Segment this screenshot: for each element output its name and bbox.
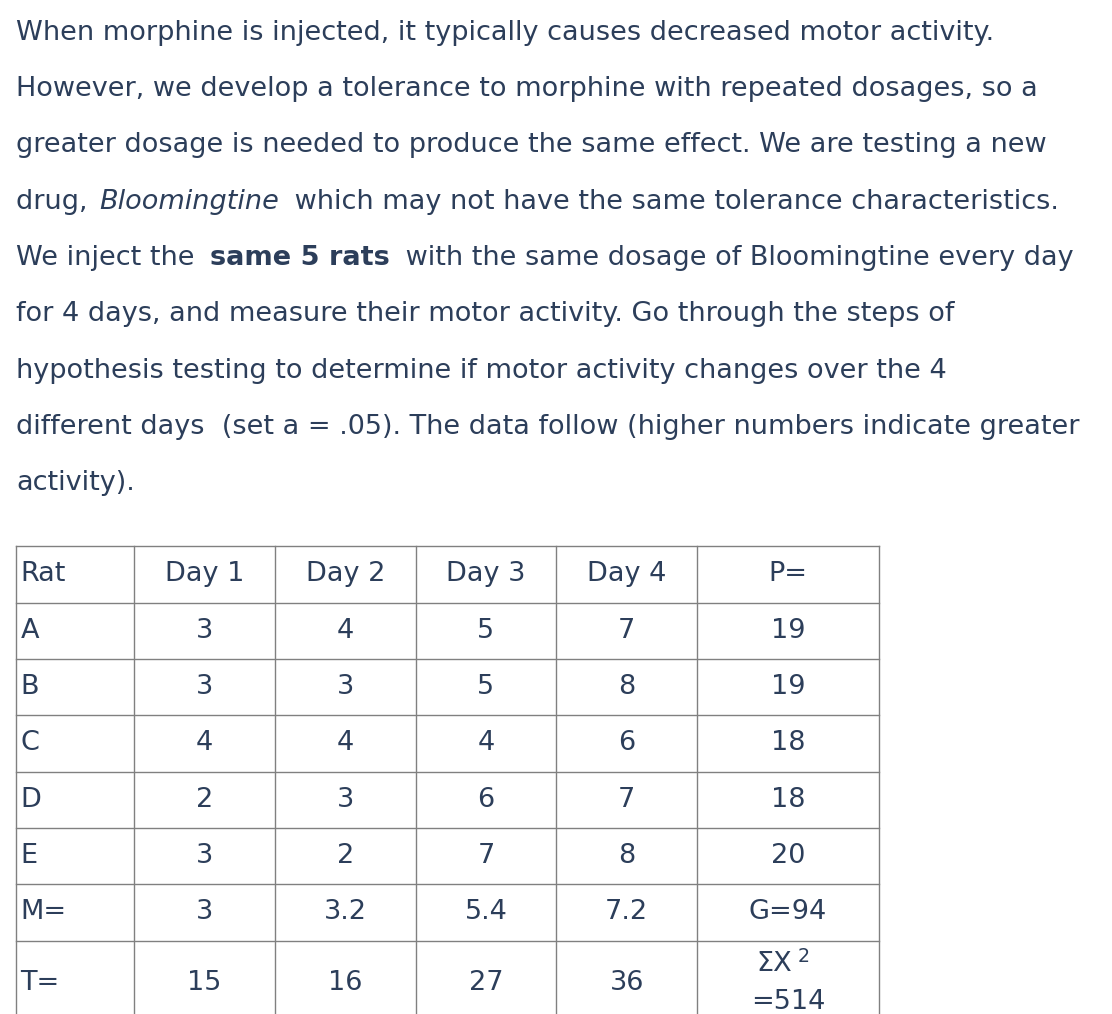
Text: same 5 rats: same 5 rats bbox=[210, 245, 390, 271]
Text: 3: 3 bbox=[337, 674, 354, 700]
Text: 4: 4 bbox=[337, 730, 354, 756]
Text: greater dosage is needed to produce the same effect. We are testing a new: greater dosage is needed to produce the … bbox=[16, 132, 1046, 158]
Text: 3: 3 bbox=[337, 787, 354, 813]
Text: 3: 3 bbox=[196, 899, 214, 926]
Text: A: A bbox=[21, 618, 39, 644]
Text: Day 1: Day 1 bbox=[165, 562, 245, 587]
Text: different days  (set a = .05). The data follow (higher numbers indicate greater: different days (set a = .05). The data f… bbox=[16, 414, 1080, 440]
Text: 16: 16 bbox=[328, 970, 363, 996]
Text: 7: 7 bbox=[477, 843, 495, 869]
Text: 19: 19 bbox=[771, 618, 805, 644]
Text: 2: 2 bbox=[196, 787, 214, 813]
Text: B: B bbox=[21, 674, 39, 700]
Text: 15: 15 bbox=[187, 970, 221, 996]
Text: hypothesis testing to determine if motor activity changes over the 4: hypothesis testing to determine if motor… bbox=[16, 358, 946, 383]
Text: Day 2: Day 2 bbox=[306, 562, 385, 587]
Text: 4: 4 bbox=[477, 730, 495, 756]
Text: which may not have the same tolerance characteristics.: which may not have the same tolerance ch… bbox=[286, 189, 1059, 215]
Text: 3: 3 bbox=[196, 674, 214, 700]
Text: 19: 19 bbox=[771, 674, 805, 700]
Text: 7.2: 7.2 bbox=[605, 899, 648, 926]
Text: activity).: activity). bbox=[16, 470, 135, 496]
Text: M=: M= bbox=[21, 899, 67, 926]
Text: 8: 8 bbox=[618, 843, 635, 869]
Text: T=: T= bbox=[21, 970, 60, 996]
Text: Rat: Rat bbox=[21, 562, 66, 587]
Text: with the same dosage of Bloomingtine every day: with the same dosage of Bloomingtine eve… bbox=[397, 245, 1074, 271]
Text: 6: 6 bbox=[477, 787, 495, 813]
Text: 27: 27 bbox=[468, 970, 504, 996]
Text: However, we develop a tolerance to morphine with repeated dosages, so a: However, we develop a tolerance to morph… bbox=[16, 76, 1037, 102]
Text: 7: 7 bbox=[618, 787, 635, 813]
Text: for 4 days, and measure their motor activity. Go through the steps of: for 4 days, and measure their motor acti… bbox=[16, 301, 954, 328]
Text: 20: 20 bbox=[771, 843, 805, 869]
Text: E: E bbox=[21, 843, 38, 869]
Text: 2: 2 bbox=[337, 843, 354, 869]
Text: 8: 8 bbox=[618, 674, 635, 700]
Text: 6: 6 bbox=[618, 730, 635, 756]
Text: We inject the: We inject the bbox=[16, 245, 203, 271]
Text: =514: =514 bbox=[751, 989, 825, 1014]
Text: 4: 4 bbox=[196, 730, 214, 756]
Text: 3.2: 3.2 bbox=[324, 899, 367, 926]
Text: C: C bbox=[21, 730, 39, 756]
Text: 18: 18 bbox=[771, 787, 805, 813]
Text: D: D bbox=[21, 787, 41, 813]
Text: 4: 4 bbox=[337, 618, 354, 644]
Text: 7: 7 bbox=[618, 618, 635, 644]
Text: 3: 3 bbox=[196, 843, 214, 869]
Text: drug,: drug, bbox=[16, 189, 97, 215]
Text: 5.4: 5.4 bbox=[465, 899, 507, 926]
Text: 2: 2 bbox=[798, 947, 810, 966]
Text: 3: 3 bbox=[196, 618, 214, 644]
Text: Day 3: Day 3 bbox=[446, 562, 526, 587]
Text: 18: 18 bbox=[771, 730, 805, 756]
Text: Day 4: Day 4 bbox=[587, 562, 666, 587]
Text: G=94: G=94 bbox=[748, 899, 827, 926]
Text: 5: 5 bbox=[477, 618, 495, 644]
Text: 36: 36 bbox=[609, 970, 644, 996]
Text: ΣX: ΣX bbox=[756, 951, 793, 977]
Text: P=: P= bbox=[768, 562, 807, 587]
Text: Bloomingtine: Bloomingtine bbox=[99, 189, 279, 215]
Text: When morphine is injected, it typically causes decreased motor activity.: When morphine is injected, it typically … bbox=[16, 19, 994, 46]
Text: 5: 5 bbox=[477, 674, 495, 700]
